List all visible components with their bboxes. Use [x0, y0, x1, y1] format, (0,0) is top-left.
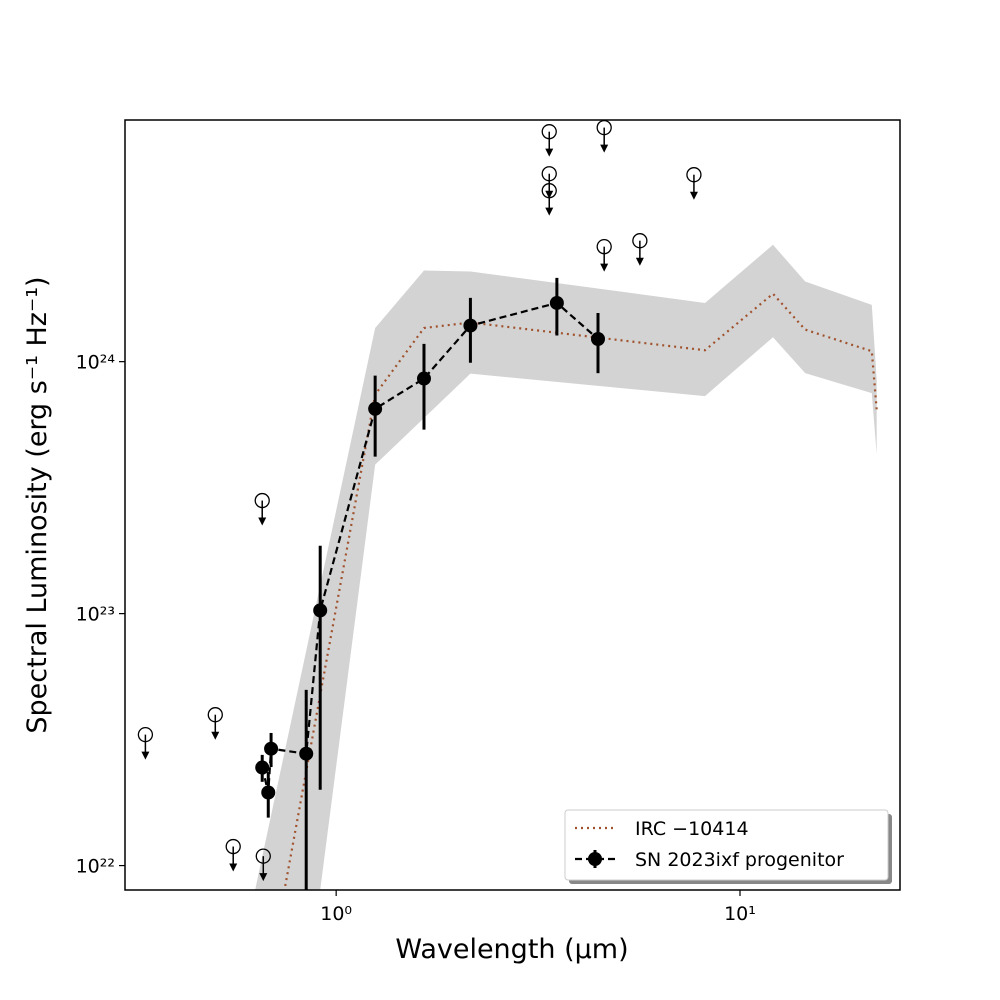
upper-limit: [254, 492, 270, 526]
data-point: [255, 760, 270, 775]
upper-limit: [541, 124, 557, 157]
plot-frame: [124, 119, 901, 891]
legend-marker: [588, 852, 602, 866]
series-line: [284, 292, 878, 887]
data-point: [261, 785, 276, 800]
upper-limit-arrowhead: [259, 873, 268, 882]
upper-limit-arrowhead: [141, 751, 150, 760]
upper-limit-arrowhead: [545, 207, 554, 216]
upper-limit-arrowhead: [600, 144, 609, 153]
data-point: [590, 331, 605, 346]
y-axis-label: Spectral Luminosity (erg s⁻¹ Hz⁻¹): [22, 276, 53, 733]
legend-label: SN 2023ixf progenitor: [635, 849, 844, 871]
upper-limit-arrowhead: [258, 517, 267, 526]
y-tick-label: 10²⁴: [76, 352, 116, 374]
upper-limit: [255, 848, 271, 882]
data-point: [549, 295, 564, 310]
series-line: [261, 301, 599, 793]
data-point: [368, 401, 383, 416]
data-point: [416, 371, 431, 386]
upper-limit-arrowhead: [229, 863, 238, 872]
uncertainty-band: [255, 244, 877, 890]
x-axis-label: Wavelength (μm): [395, 934, 628, 965]
x-tick-label: 10¹: [724, 903, 756, 925]
legend-box: [564, 809, 889, 881]
x-tick-label: 10⁰: [320, 903, 352, 925]
data-point: [264, 741, 279, 756]
upper-limit: [137, 726, 154, 760]
upper-limit-arrowhead: [689, 191, 698, 200]
data-point: [313, 603, 328, 618]
upper-limit: [207, 707, 223, 740]
plot-area: [137, 120, 878, 890]
upper-limit: [632, 233, 648, 266]
upper-limit: [596, 120, 612, 153]
legend: IRC −10414 SN 2023ixf progenitor: [564, 809, 892, 884]
data-point: [463, 318, 478, 333]
upper-limit: [225, 838, 241, 872]
y-tick-label: 10²³: [76, 604, 115, 626]
data-point: [299, 746, 314, 761]
upper-limit-arrowhead: [635, 257, 644, 266]
upper-limit-arrowhead: [211, 731, 220, 740]
upper-limit: [686, 167, 702, 200]
upper-limit: [541, 183, 557, 216]
legend-label: IRC −10414: [635, 818, 749, 840]
upper-limit: [596, 239, 612, 272]
upper-limit-arrowhead: [545, 148, 554, 157]
upper-limit-arrowhead: [600, 263, 609, 272]
y-tick-label: 10²²: [76, 856, 115, 878]
